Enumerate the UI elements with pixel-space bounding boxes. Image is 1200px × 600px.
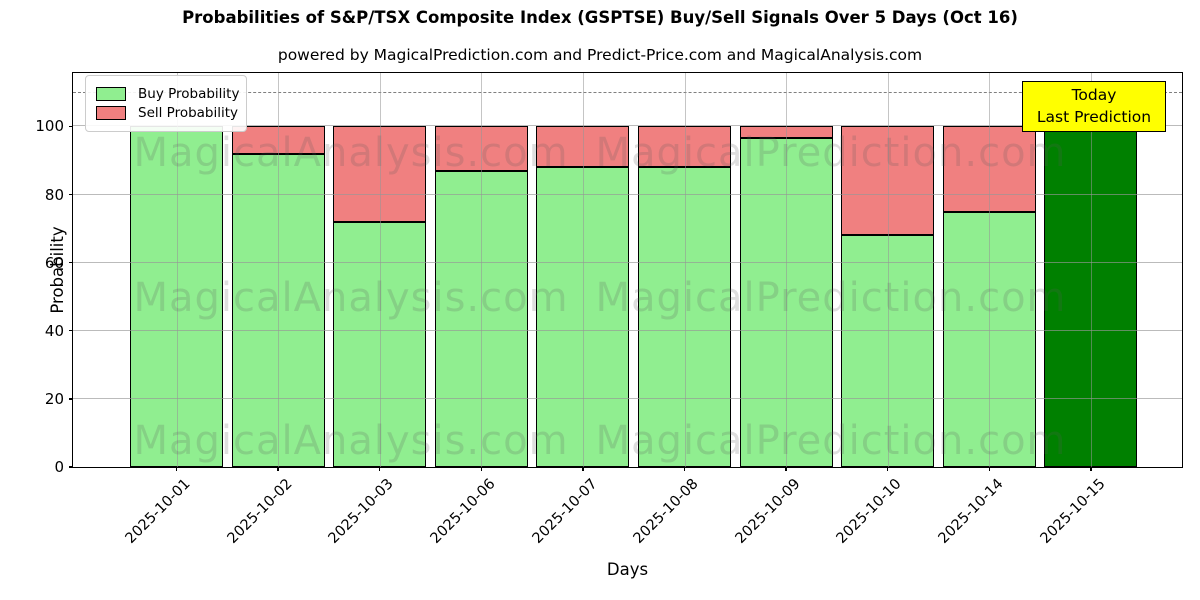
legend: Buy Probability Sell Probability <box>85 75 247 132</box>
x-gridline <box>887 73 889 467</box>
annotation-line2: Last Prediction <box>1036 108 1152 127</box>
buy-swatch-icon <box>96 87 126 101</box>
plot-area: Buy Probability Sell Probability Today L… <box>35 72 1183 547</box>
x-gridline <box>582 73 584 467</box>
x-gridline <box>278 73 280 467</box>
y-tick-label: 100 <box>35 117 64 136</box>
watermark-text: MagicalAnalysis.com <box>133 275 569 321</box>
chart-title: Probabilities of S&P/TSX Composite Index… <box>182 8 1018 27</box>
x-gridline <box>989 73 991 467</box>
legend-entry-sell: Sell Probability <box>96 105 239 121</box>
dashed-threshold-line <box>73 92 1182 94</box>
x-gridline <box>176 73 178 467</box>
y-gridline <box>73 125 1182 127</box>
x-tick-label-text: 2025-10-08 <box>630 476 702 547</box>
y-tick-mark <box>69 262 73 264</box>
x-tick-label-text: 2025-10-10 <box>834 476 906 547</box>
x-tick-mark <box>1090 467 1092 471</box>
x-gridline <box>1090 73 1092 467</box>
x-tick-label-text: 2025-10-02 <box>224 476 296 547</box>
watermark-text: MagicalPrediction.com <box>595 275 1067 321</box>
x-tick-mark <box>582 467 584 471</box>
watermark-text: MagicalPrediction.com <box>595 418 1067 464</box>
annotation-line1: Today <box>1071 86 1117 104</box>
watermark-text: MagicalAnalysis.com <box>133 130 569 176</box>
legend-sell-label: Sell Probability <box>138 105 239 121</box>
x-tick-mark <box>683 467 686 471</box>
x-gridline <box>786 73 788 467</box>
x-tick-label-text: 2025-10-15 <box>1037 476 1109 547</box>
y-tick-mark <box>69 398 73 400</box>
x-tick-label-text: 2025-10-01 <box>122 476 194 547</box>
x-axis-label: Days <box>606 560 649 579</box>
y-tick-label: 80 <box>44 185 64 204</box>
x-tick-mark <box>277 467 279 471</box>
y-tick-label: 0 <box>54 458 64 476</box>
x-tick-label-text: 2025-10-09 <box>732 476 804 547</box>
y-tick-label: 20 <box>44 389 64 408</box>
legend-buy-label: Buy Probability <box>138 86 240 102</box>
sell-swatch-icon <box>96 106 126 120</box>
y-tick-mark <box>69 125 73 128</box>
x-gridline <box>481 73 483 467</box>
y-gridline <box>73 193 1182 195</box>
y-gridline <box>73 397 1182 399</box>
y-gridline <box>73 261 1182 263</box>
y-tick-mark <box>69 330 73 332</box>
y-tick-label: 60 <box>44 253 64 272</box>
today-annotation: Today Last Prediction <box>1022 81 1166 132</box>
legend-entry-buy: Buy Probability <box>96 86 240 102</box>
x-gridline <box>684 73 686 467</box>
x-tick-mark <box>480 467 482 471</box>
x-tick-label-text: 2025-10-07 <box>529 476 601 547</box>
y-tick-label: 40 <box>44 321 64 340</box>
x-gridline <box>379 73 381 467</box>
y-tick-mark <box>69 193 73 196</box>
x-tick-mark <box>379 467 381 471</box>
x-tick-mark <box>175 467 178 471</box>
y-gridline <box>73 329 1182 331</box>
y-tick-mark <box>69 466 73 468</box>
x-tick-mark <box>988 467 990 471</box>
chart-subtitle: powered by MagicalPrediction.com and Pre… <box>277 46 923 64</box>
watermark-text: MagicalAnalysis.com <box>133 418 569 464</box>
x-tick-label-text: 2025-10-14 <box>935 476 1007 547</box>
x-tick-label-text: 2025-10-03 <box>326 476 398 547</box>
x-tick-label-text: 2025-10-06 <box>427 476 499 547</box>
x-tick-mark <box>785 467 787 471</box>
watermark-text: MagicalPrediction.com <box>595 130 1067 176</box>
x-tick-mark <box>887 467 889 471</box>
